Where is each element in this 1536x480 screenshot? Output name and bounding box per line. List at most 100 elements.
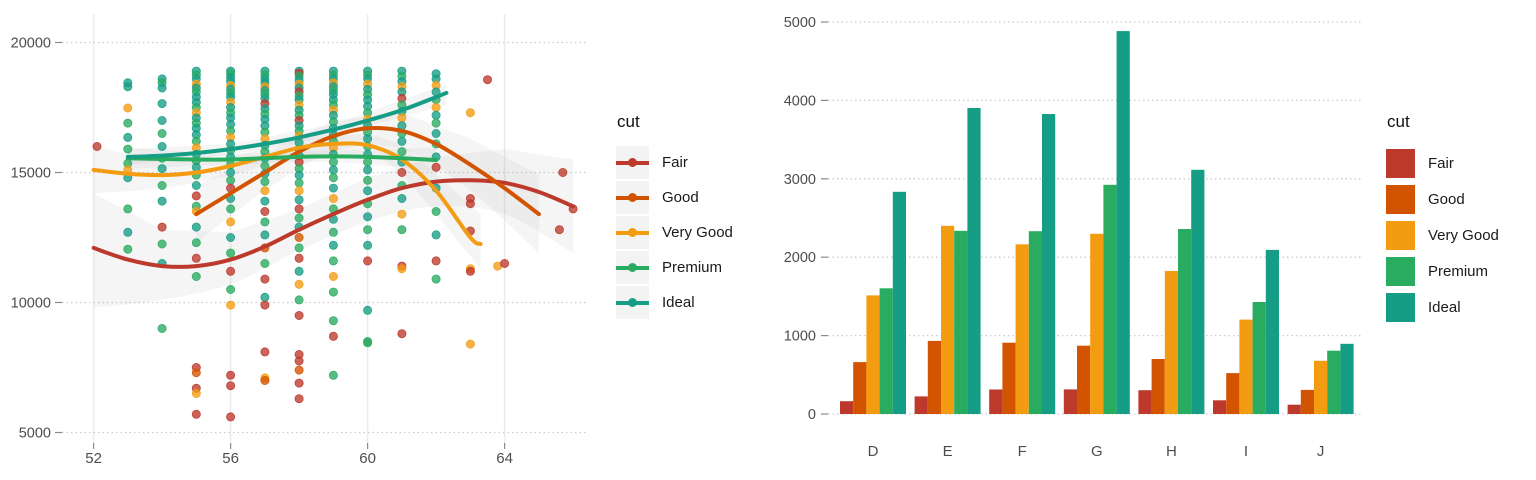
scatter-point bbox=[260, 196, 270, 206]
legend-item-good: Good bbox=[616, 180, 733, 215]
legend-point-icon bbox=[628, 298, 637, 307]
scatter-point bbox=[328, 173, 338, 183]
bar-E-fair bbox=[914, 396, 928, 414]
x-category-label: G bbox=[1091, 443, 1103, 460]
bars bbox=[840, 31, 1354, 414]
scatter-point bbox=[328, 271, 338, 281]
legend-item-ideal: Ideal bbox=[616, 285, 733, 320]
bar-G-ideal bbox=[1116, 31, 1130, 414]
scatter-point bbox=[123, 132, 133, 142]
bar-I-ideal bbox=[1265, 249, 1279, 414]
legend-item-good: Good bbox=[1386, 181, 1499, 217]
smooth-legend-key bbox=[616, 146, 649, 179]
bar-G-premium bbox=[1103, 184, 1117, 414]
scatter-point bbox=[397, 113, 407, 123]
scatter-point bbox=[157, 141, 167, 151]
scatter-point bbox=[294, 365, 304, 375]
scatter-point bbox=[191, 222, 201, 232]
bar-legend-title: cut bbox=[1387, 112, 1410, 131]
scatter-point bbox=[191, 271, 201, 281]
legend-point-icon bbox=[628, 263, 637, 272]
legend-label: Good bbox=[1428, 190, 1465, 208]
scatter-point bbox=[260, 292, 270, 302]
scatter-point bbox=[226, 381, 236, 391]
scatter-point bbox=[226, 284, 236, 294]
scatter-point bbox=[260, 206, 270, 216]
scatter-point bbox=[123, 227, 133, 237]
scatter-point bbox=[226, 248, 236, 258]
y-tick-label: 2000 bbox=[784, 250, 816, 266]
scatter-point bbox=[157, 83, 167, 93]
x-category-label: I bbox=[1244, 443, 1248, 460]
scatter-point bbox=[123, 204, 133, 214]
scatter-point bbox=[294, 295, 304, 305]
scatter-point bbox=[157, 116, 167, 126]
scatter-point bbox=[363, 225, 373, 235]
scatter-point bbox=[431, 118, 441, 128]
scatter-point bbox=[397, 225, 407, 235]
scatter-point bbox=[328, 370, 338, 380]
legend-label: Ideal bbox=[1428, 298, 1461, 316]
smooth-line-ideal bbox=[125, 90, 449, 159]
scatter-point bbox=[328, 240, 338, 250]
bar-E-very-good bbox=[941, 225, 955, 414]
x-category-label: F bbox=[1018, 443, 1027, 460]
legend-item-very-good: Very Good bbox=[1386, 217, 1499, 253]
scatter-point bbox=[294, 204, 304, 214]
scatter-point bbox=[157, 180, 167, 190]
scatter-point bbox=[482, 75, 492, 85]
scatter-point bbox=[226, 266, 236, 276]
scatter-point bbox=[294, 310, 304, 320]
scatter-axis-labels: 5000 10000 15000 20000 52 56 60 64 bbox=[11, 36, 513, 468]
smooth-line-very-good bbox=[91, 141, 483, 246]
scatter-point bbox=[294, 232, 304, 242]
scatter-point bbox=[397, 147, 407, 157]
bar-plot: 0 1000 2000 3000 4000 5000 D E F G H I J bbox=[784, 15, 1362, 460]
bar-legend-items: Fair Good Very Good Premium Ideal bbox=[1386, 145, 1499, 325]
scatter-point bbox=[431, 162, 441, 172]
scatter-point bbox=[260, 375, 270, 385]
scatter-point bbox=[260, 186, 270, 196]
legend-swatch-icon bbox=[1386, 220, 1415, 250]
bar-E-premium bbox=[954, 230, 968, 414]
scatter-point bbox=[294, 253, 304, 263]
smooth-legend-key bbox=[616, 286, 649, 319]
x-tick-label: 64 bbox=[496, 450, 513, 467]
scatter-point bbox=[260, 177, 270, 187]
x-category-label: D bbox=[868, 443, 879, 460]
scatter-point bbox=[500, 258, 510, 268]
scatter-point bbox=[260, 347, 270, 357]
scatter-point bbox=[294, 213, 304, 223]
scatter-point bbox=[397, 136, 407, 146]
legend-label: Fair bbox=[662, 154, 688, 171]
bar-F-fair bbox=[989, 389, 1003, 414]
scatter-point bbox=[465, 339, 475, 349]
bar-F-good bbox=[1002, 342, 1016, 414]
bar-I-good bbox=[1226, 373, 1240, 414]
legend-label: Very Good bbox=[1428, 226, 1499, 244]
scatter-legend-title: cut bbox=[617, 112, 640, 131]
x-category-label: J bbox=[1317, 443, 1325, 460]
smooth-lines bbox=[91, 90, 576, 269]
scatter-point bbox=[92, 141, 102, 151]
scatter-point bbox=[294, 170, 304, 180]
scatter-point bbox=[397, 167, 407, 177]
scatter-point bbox=[328, 183, 338, 193]
scatter-point bbox=[363, 175, 373, 185]
scatter-point bbox=[260, 274, 270, 284]
legend-item-premium: Premium bbox=[1386, 253, 1499, 289]
scatter-point bbox=[191, 253, 201, 263]
smooth-line-good bbox=[194, 125, 541, 217]
legend-swatch-icon bbox=[1386, 148, 1415, 178]
bar-H-premium bbox=[1178, 229, 1192, 414]
scatter-point bbox=[465, 266, 475, 276]
bar-D-fair bbox=[840, 401, 854, 414]
scatter-point bbox=[191, 191, 201, 201]
scatter-point bbox=[123, 144, 133, 154]
legend-label: Premium bbox=[662, 259, 723, 276]
bar-E-ideal bbox=[967, 108, 981, 414]
legend-point-icon bbox=[628, 193, 637, 202]
scatter-point bbox=[226, 300, 236, 310]
y-tick-label: 10000 bbox=[11, 296, 51, 312]
